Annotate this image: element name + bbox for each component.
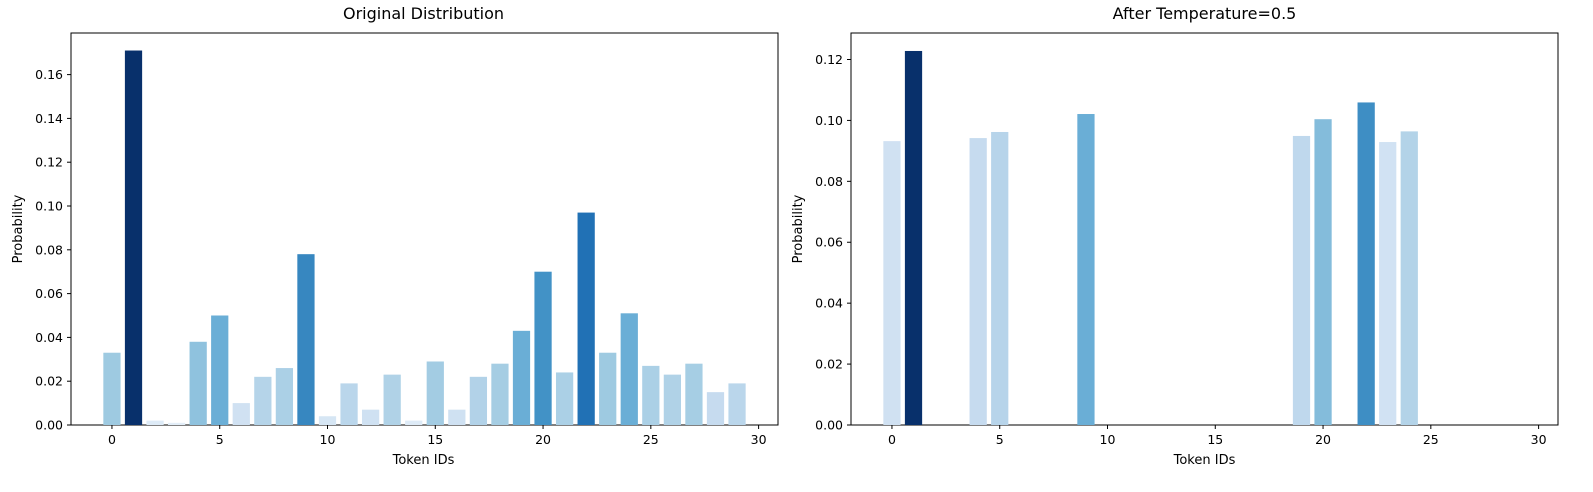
bar-token-19 <box>1292 135 1311 425</box>
bar-token-5 <box>991 131 1009 426</box>
y-tick-label: 0.14 <box>35 111 63 126</box>
bar-token-5 <box>211 315 229 425</box>
y-tick-label: 0.10 <box>35 199 63 214</box>
x-tick-label: 5 <box>996 432 1004 447</box>
x-tick-label: 30 <box>1531 432 1547 447</box>
x-tick-label: 15 <box>1207 432 1223 447</box>
bar-token-19 <box>512 330 531 425</box>
y-tick-label: 0.02 <box>35 374 63 389</box>
bar-token-21 <box>555 372 574 425</box>
y-tick-label: 0.12 <box>35 155 63 170</box>
x-tick-label: 20 <box>535 432 551 447</box>
y-axis-label: Probability <box>791 194 806 263</box>
bar-token-0 <box>883 141 901 425</box>
bar-token-8 <box>275 368 294 425</box>
x-tick-label: 25 <box>1423 432 1439 447</box>
y-tick-label: 0.16 <box>35 67 63 82</box>
plot-frame <box>850 32 1559 426</box>
chart-right: After Temperature=0.5 0 5 10 15 20 25 30 0.000… <box>791 4 1559 468</box>
bar-token-4 <box>969 138 987 425</box>
chart-title: After Temperature=0.5 <box>1113 4 1297 23</box>
x-tick-label: 30 <box>751 432 767 447</box>
y-axis-ticks: 0.00 0.02 0.04 0.06 0.08 0.10 0.12 <box>815 52 851 433</box>
y-tick-label: 0.04 <box>35 330 63 345</box>
bar-token-1 <box>904 50 923 425</box>
bar-token-26 <box>663 374 681 425</box>
y-tick-label: 0.08 <box>815 174 843 189</box>
x-axis-label: Token IDs <box>392 453 455 468</box>
bar-token-16 <box>448 409 466 425</box>
x-axis-ticks: 0 5 10 15 20 25 30 <box>888 425 1547 447</box>
y-tick-label: 0.00 <box>815 418 843 433</box>
y-tick-label: 0.00 <box>35 418 63 433</box>
bar-token-10 <box>318 416 337 425</box>
y-axis-label: Probability <box>11 194 26 263</box>
bar-token-27 <box>685 363 703 425</box>
bar-token-20 <box>534 271 552 425</box>
y-tick-label: 0.12 <box>815 52 843 67</box>
y-tick-label: 0.04 <box>815 296 843 311</box>
x-tick-label: 10 <box>1100 432 1116 447</box>
x-tick-label: 10 <box>320 432 336 447</box>
x-tick-label: 5 <box>216 432 224 447</box>
x-tick-label: 0 <box>888 432 896 447</box>
chart-title: Original Distribution <box>343 4 504 23</box>
x-axis-ticks: 0 5 10 15 20 25 30 <box>108 425 767 447</box>
bar-token-15 <box>426 361 444 425</box>
bar-token-12 <box>361 409 380 425</box>
bar-token-4 <box>189 341 207 425</box>
bar-token-18 <box>491 363 509 425</box>
x-axis-label: Token IDs <box>1173 453 1236 468</box>
y-tick-label: 0.06 <box>35 286 63 301</box>
bar-token-28 <box>706 392 725 425</box>
bar-token-14 <box>405 420 423 425</box>
y-tick-label: 0.08 <box>35 242 63 257</box>
y-tick-label: 0.02 <box>815 357 843 372</box>
y-axis-ticks: 0.00 0.02 0.04 0.06 0.08 0.10 0.12 0.14 0.16 <box>35 67 71 433</box>
bar-token-2 <box>146 420 164 425</box>
bar-token-1 <box>124 50 143 426</box>
bar-token-24 <box>620 313 638 425</box>
x-tick-label: 20 <box>1315 432 1331 447</box>
bar-token-24 <box>1400 131 1418 425</box>
bar-token-23 <box>599 352 617 425</box>
bar-group <box>883 50 1418 426</box>
bar-token-20 <box>1314 119 1332 425</box>
bar-token-13 <box>383 374 401 425</box>
bar-token-17 <box>469 376 488 425</box>
y-tick-label: 0.10 <box>815 113 843 128</box>
bar-token-23 <box>1379 142 1397 426</box>
x-tick-label: 25 <box>643 432 659 447</box>
chart-left: Original Distribution 0 5 10 15 20 25 30 0.000… <box>11 4 779 468</box>
bar-token-3 <box>168 422 186 425</box>
bar-token-22 <box>577 212 595 425</box>
bar-token-9 <box>1077 114 1095 426</box>
bar-token-29 <box>728 383 746 425</box>
bar-token-7 <box>254 376 272 425</box>
bar-group <box>103 50 746 426</box>
x-tick-label: 15 <box>427 432 443 447</box>
bar-token-9 <box>297 254 315 425</box>
bar-token-22 <box>1357 102 1375 425</box>
bar-token-25 <box>642 365 660 425</box>
plot-frame <box>70 32 779 426</box>
x-tick-label: 0 <box>108 432 116 447</box>
bar-token-11 <box>340 383 358 425</box>
bar-token-6 <box>232 403 250 425</box>
bar-token-0 <box>103 352 121 425</box>
y-tick-label: 0.06 <box>815 235 843 250</box>
